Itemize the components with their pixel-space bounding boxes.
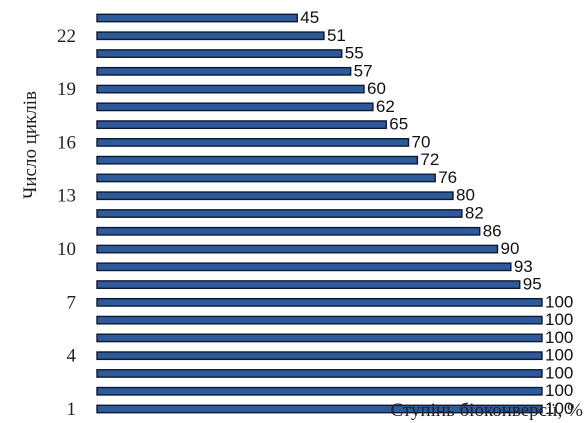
value-label-cycle-3: 100: [545, 363, 573, 382]
value-label-cycle-5: 100: [545, 328, 573, 347]
y-axis-title: Число циклів: [20, 91, 41, 199]
value-label-cycle-14: 76: [438, 168, 457, 187]
value-labels: 1001001001001001001009593908682807672706…: [300, 8, 573, 418]
bar-cycle-2: [96, 386, 543, 396]
bar-cycle-9: [96, 262, 512, 272]
bar-cycle-13: [96, 191, 454, 201]
bar-cycle-6: [96, 315, 543, 325]
bar-cycle-8: [96, 280, 521, 289]
value-label-cycle-7: 100: [545, 292, 573, 311]
value-label-cycle-1: 100: [545, 399, 573, 418]
bar-cycle-17: [96, 120, 387, 130]
value-label-cycle-21: 55: [345, 44, 364, 63]
bar-cycle-15: [96, 155, 419, 165]
y-tick-22: 22: [57, 26, 76, 47]
value-label-cycle-20: 57: [354, 61, 373, 80]
bar-cycle-23: [96, 13, 298, 23]
value-label-cycle-2: 100: [545, 381, 573, 400]
y-tick-19: 19: [57, 79, 76, 100]
value-label-cycle-9: 93: [514, 257, 533, 276]
value-label-cycle-13: 80: [456, 186, 475, 205]
y-tick-10: 10: [57, 239, 76, 260]
value-label-cycle-10: 90: [501, 239, 520, 258]
value-label-cycle-18: 62: [376, 97, 395, 116]
bars: [96, 13, 543, 414]
value-label-cycle-22: 51: [327, 26, 346, 45]
y-tick-1: 1: [67, 399, 77, 420]
bar-cycle-7: [96, 297, 543, 307]
bar-cycle-21: [96, 49, 343, 58]
value-label-cycle-8: 95: [523, 275, 542, 294]
value-label-cycle-17: 65: [389, 115, 408, 134]
value-label-cycle-4: 100: [545, 346, 573, 365]
bar-cycle-10: [96, 244, 499, 254]
y-tick-16: 16: [57, 132, 76, 153]
bar-cycle-4: [96, 351, 543, 361]
bar-cycle-20: [96, 66, 352, 76]
value-label-cycle-12: 82: [465, 204, 484, 223]
y-tick-7: 7: [67, 292, 77, 313]
x-axis-title: Ступінь біоконверсії, %: [391, 400, 584, 421]
value-label-cycle-19: 60: [367, 79, 386, 98]
bar-cycle-22: [96, 31, 325, 41]
value-label-cycle-11: 86: [483, 221, 502, 240]
bar-cycle-18: [96, 102, 374, 112]
y-tick-labels: 1 4 7 10 13 16 19 22: [57, 26, 77, 420]
y-tick-4: 4: [67, 346, 77, 367]
bar-cycle-11: [96, 226, 481, 236]
bar-cycle-16: [96, 138, 410, 147]
bar-cycle-14: [96, 173, 436, 183]
value-label-cycle-15: 72: [420, 150, 439, 169]
value-label-cycle-23: 45: [300, 8, 319, 27]
bar-cycle-19: [96, 84, 365, 94]
bar-cycle-5: [96, 333, 543, 343]
value-label-cycle-16: 70: [412, 132, 431, 151]
bar-cycle-12: [96, 209, 463, 218]
value-label-cycle-6: 100: [545, 310, 573, 329]
bar-cycle-3: [96, 369, 543, 378]
y-tick-13: 13: [57, 186, 76, 207]
bar-cycle-1: [96, 404, 543, 414]
